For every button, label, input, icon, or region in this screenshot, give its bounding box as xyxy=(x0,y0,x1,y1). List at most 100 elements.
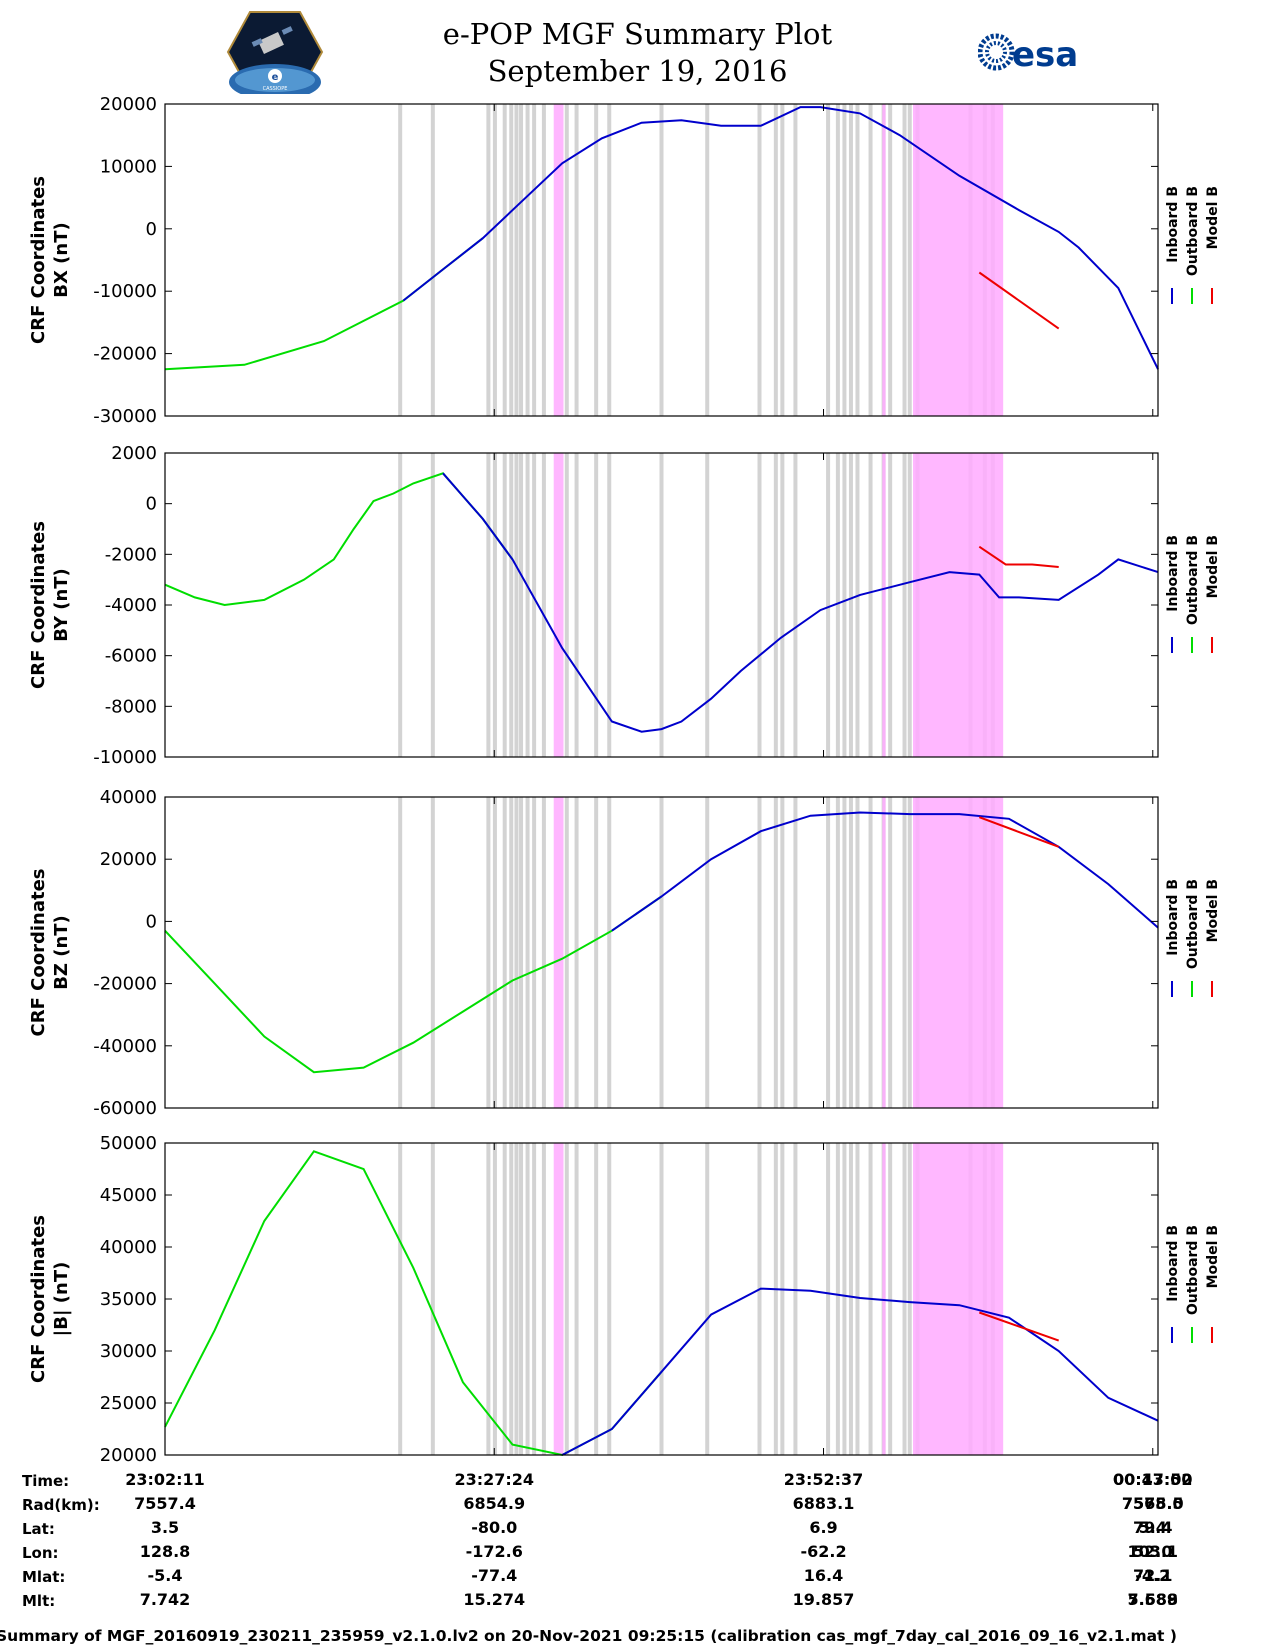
calibration-band xyxy=(913,1143,1004,1455)
data-gap-band xyxy=(525,1143,530,1455)
data-gap-band xyxy=(564,797,569,1108)
data-gap-band xyxy=(773,453,778,757)
table-cell-mlat: 72.1 xyxy=(1133,1566,1173,1585)
row-label-rad: Rad(km): xyxy=(22,1496,100,1514)
axes-frame xyxy=(164,796,1159,1109)
data-gap-band xyxy=(659,797,664,1108)
calibration-band xyxy=(553,1143,564,1455)
table-cell-rad: 6854.9 xyxy=(463,1494,526,1513)
table-cell-mlt: 15.274 xyxy=(463,1590,526,1609)
y-axis-label: CRF Coordinates xyxy=(28,869,49,1037)
y-tick-label: 20000 xyxy=(100,1445,157,1466)
y-tick-label: 2000 xyxy=(111,443,157,464)
data-gap-band xyxy=(492,797,497,1108)
data-gap-band xyxy=(492,104,497,416)
data-gap-band xyxy=(907,1143,912,1455)
table-cell-time: 23:27:24 xyxy=(454,1470,535,1489)
table-cell-lon: 52.0 xyxy=(1133,1542,1173,1561)
data-gap-band xyxy=(855,1143,860,1455)
data-gap-band xyxy=(848,797,853,1108)
table-cell-lat: 6.9 xyxy=(809,1518,838,1537)
table-cell-time: 00:43:02 xyxy=(1112,1470,1193,1489)
series-outboard-b xyxy=(164,237,484,371)
table-cell-lat: 5.4 xyxy=(1138,1518,1167,1537)
legend-label: Model B xyxy=(1205,879,1221,942)
row-label-mlt: Mlt: xyxy=(22,1592,56,1610)
row-label-time: Time: xyxy=(22,1472,70,1490)
y-axis-label: CRF Coordinates xyxy=(28,1215,49,1383)
data-gap-band xyxy=(780,104,785,416)
data-gap-band xyxy=(594,797,599,1108)
data-gap-band xyxy=(398,104,403,416)
data-gap-band xyxy=(842,453,847,757)
table-cell-mlt: 5.588 xyxy=(1127,1590,1179,1609)
data-gap-band xyxy=(659,453,664,757)
panel-2: -10000 -8000 -6000 -4000 -2000 0 2000 CRF Coord… xyxy=(28,443,1221,768)
data-gap-band xyxy=(826,104,831,416)
data-gap-band xyxy=(705,453,710,757)
table-cell-mlt: 7.689 xyxy=(1127,1590,1179,1609)
panel-1: -30000 -20000 -10000 0 10000 20000 CRF Coordin… xyxy=(28,94,1221,427)
calibration-band xyxy=(882,797,886,1108)
calibration-band xyxy=(553,453,564,757)
y-tick-label: 0 xyxy=(146,911,157,932)
data-gap-band xyxy=(888,104,893,416)
y-tick-label: 50000 xyxy=(100,1133,157,1154)
table-cell-mlat: -5.4 xyxy=(147,1566,183,1585)
data-gap-band xyxy=(826,1143,831,1455)
svg-text:esa: esa xyxy=(1012,35,1078,74)
calibration-band xyxy=(553,104,564,416)
y-tick-label: -30000 xyxy=(93,406,157,427)
data-gap-band xyxy=(826,453,831,757)
y-tick-label: -4000 xyxy=(105,595,157,616)
series-inboard-b xyxy=(611,811,1159,932)
cassiope-logo: e CASSIOPE xyxy=(226,10,324,100)
y-tick-label: 20000 xyxy=(100,849,157,870)
data-gap-band xyxy=(842,104,847,416)
esa-logo: esa xyxy=(977,32,1086,78)
data-gap-band xyxy=(519,453,524,757)
data-gap-band xyxy=(398,453,403,757)
data-gap-band xyxy=(902,797,907,1108)
data-gap-band xyxy=(398,797,403,1108)
data-gap-band xyxy=(907,797,912,1108)
row-label-lat: Lat: xyxy=(22,1520,55,1538)
data-gap-band xyxy=(486,453,491,757)
svg-text:e: e xyxy=(272,72,279,83)
legend-label: Outboard B xyxy=(1185,535,1201,625)
table-cell-rad: 7568.0 xyxy=(1121,1494,1184,1513)
data-gap-band xyxy=(793,104,798,416)
table-cell-mlt: 19.857 xyxy=(792,1590,855,1609)
y-tick-label: -8000 xyxy=(105,696,157,717)
data-gap-band xyxy=(757,104,762,416)
y-axis-unit-label: BZ (nT) xyxy=(51,915,72,990)
data-gap-band xyxy=(519,797,524,1108)
data-gap-band xyxy=(525,104,530,416)
table-cell-lat: -80.0 xyxy=(471,1518,518,1537)
data-gap-band xyxy=(541,1143,546,1455)
row-label-lon: Lon: xyxy=(22,1544,59,1562)
table-cell-time: 23:02:11 xyxy=(125,1470,205,1489)
table-cell-mlt: 7.742 xyxy=(139,1590,191,1609)
y-tick-label: 10000 xyxy=(100,156,157,177)
series-inboard-b xyxy=(442,472,1159,733)
calibration-band xyxy=(882,104,886,416)
legend-label: Outboard B xyxy=(1185,186,1201,276)
data-gap-band xyxy=(509,797,514,1108)
legend-label: Outboard B xyxy=(1185,1225,1201,1315)
table-cell-rad: 6883.1 xyxy=(792,1494,855,1513)
data-gap-band xyxy=(902,1143,907,1455)
data-gap-band xyxy=(607,104,612,416)
data-gap-band xyxy=(848,1143,853,1455)
data-gap-band xyxy=(509,104,514,416)
legend-label: Model B xyxy=(1205,1225,1221,1288)
data-gap-band xyxy=(757,797,762,1108)
data-gap-band xyxy=(659,1143,664,1455)
data-gap-band xyxy=(430,1143,435,1455)
data-gap-band xyxy=(773,104,778,416)
table-cell-lon: 128.8 xyxy=(139,1542,191,1561)
data-gap-band xyxy=(502,1143,507,1455)
data-gap-band xyxy=(532,453,537,757)
y-tick-label: 0 xyxy=(146,494,157,515)
data-gap-band xyxy=(705,104,710,416)
